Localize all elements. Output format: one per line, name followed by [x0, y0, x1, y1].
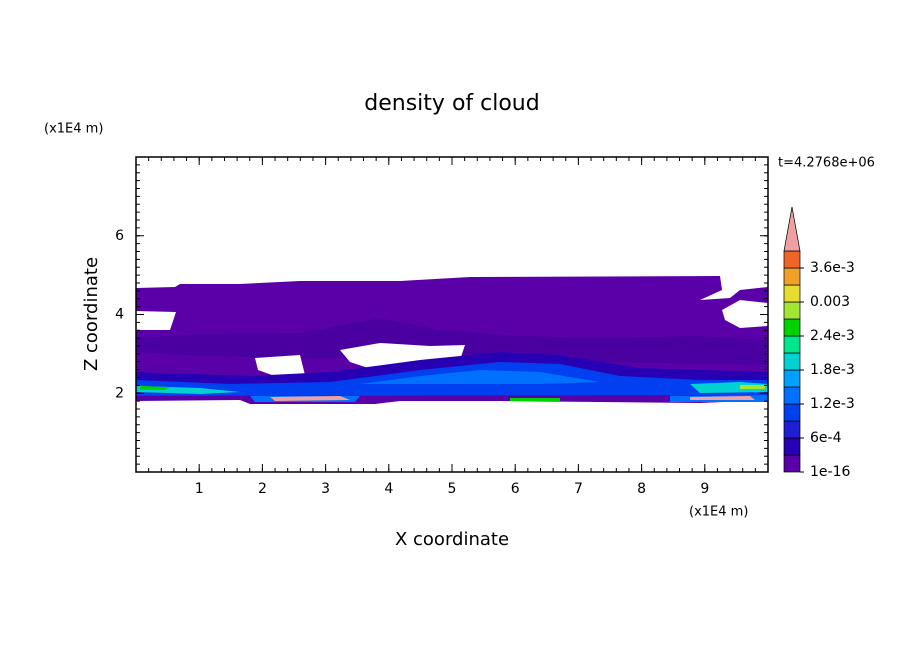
colorbar-band: [783, 437, 801, 456]
colorbar-band: [783, 352, 801, 371]
colorbar-band: [783, 301, 801, 320]
x-tick-label: 3: [321, 481, 330, 497]
y-axis-label: Z coordinate: [81, 257, 102, 371]
x-tick-label: 8: [637, 481, 646, 497]
colorbar-band: [783, 454, 801, 473]
colorbar-band: [783, 335, 801, 354]
chart-title: density of cloud: [364, 91, 539, 116]
time-label: t=4.2768e+06: [778, 156, 875, 171]
x-axis-label: X coordinate: [395, 529, 509, 550]
colorbar-tick-label: 3.6e-3: [810, 260, 855, 276]
colorbar-tick-label: 6e-4: [810, 430, 842, 446]
x-tick-label: 9: [700, 481, 709, 497]
y-tick-label: 2: [115, 385, 124, 401]
colorbar-over: [783, 206, 801, 252]
y-unit: (x1E4 m): [44, 122, 103, 137]
x-tick-label: 7: [574, 481, 583, 497]
x-tick-label: 6: [511, 481, 520, 497]
y-tick-label: 6: [115, 228, 124, 244]
x-unit: (x1E4 m): [689, 505, 748, 520]
contour-field: [136, 276, 768, 404]
colorbar-band: [783, 250, 801, 269]
x-tick-label: 5: [448, 481, 457, 497]
y-tick-label: 4: [115, 307, 124, 323]
colorbar-band: [783, 403, 801, 422]
colorbar-tick-label: 1e-16: [810, 464, 850, 480]
colorbar-band: [783, 318, 801, 337]
colorbar-band: [783, 420, 801, 439]
colorbar-band: [783, 267, 801, 286]
colorbar-band: [783, 284, 801, 303]
colorbar-tick-label: 0.003: [810, 294, 850, 310]
colorbar-tick-label: 2.4e-3: [810, 328, 855, 344]
colorbar-tick-label: 1.2e-3: [810, 396, 855, 412]
x-tick-label: 2: [258, 481, 267, 497]
colorbar-band: [783, 386, 801, 405]
colorbar-tick-label: 1.8e-3: [810, 362, 855, 378]
x-tick-label: 1: [195, 481, 204, 497]
x-tick-label: 4: [384, 481, 393, 497]
colorbar-band: [783, 369, 801, 388]
